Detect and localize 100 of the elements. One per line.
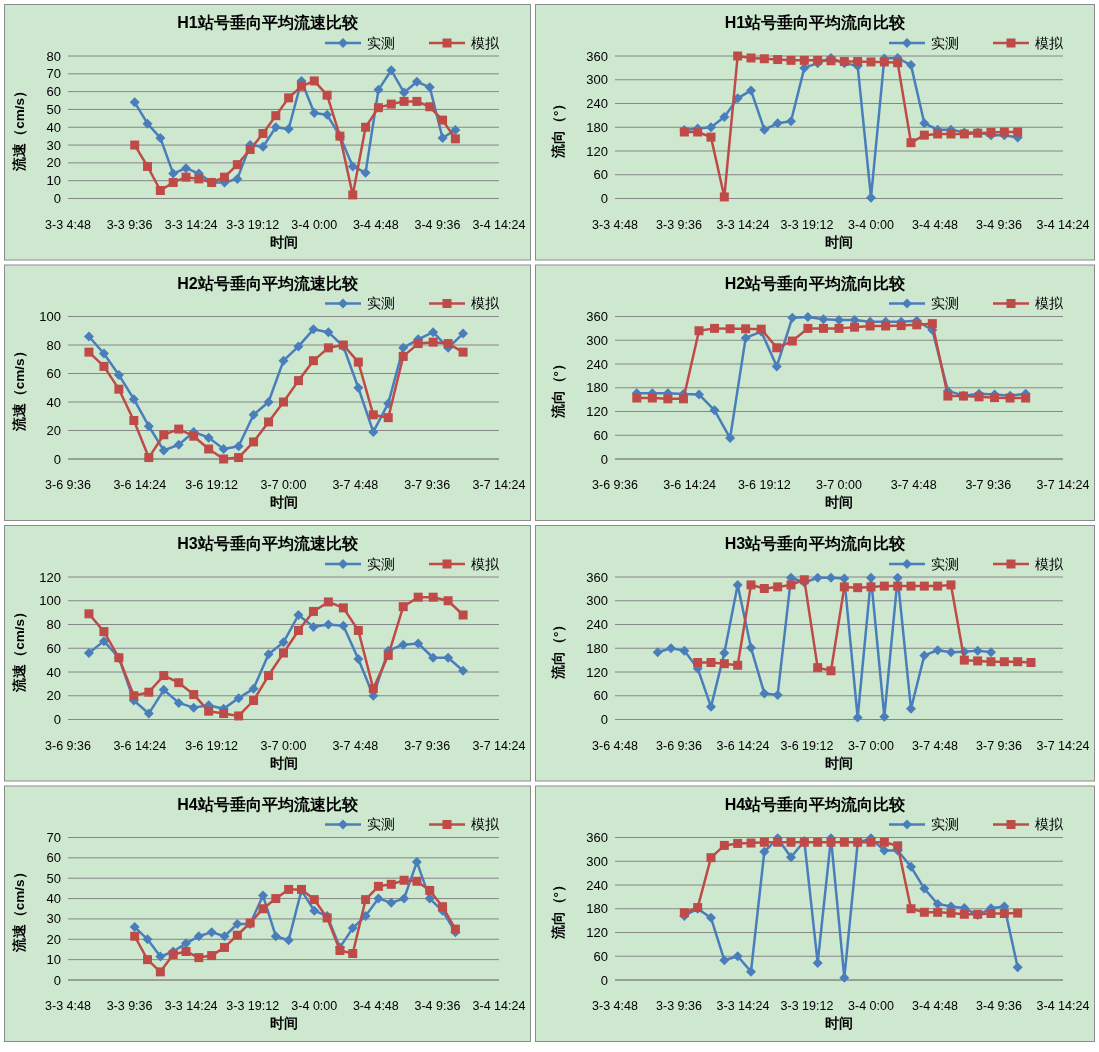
y-tick-label: 80 xyxy=(46,337,61,353)
point xyxy=(129,922,140,933)
point xyxy=(443,596,453,606)
point xyxy=(219,942,229,952)
chart-title: H4站号垂向平均流向比较 xyxy=(724,794,907,813)
point xyxy=(279,648,288,658)
point xyxy=(323,619,334,630)
point xyxy=(1013,127,1023,137)
point xyxy=(694,326,704,336)
legend-label: 模拟 xyxy=(471,555,500,572)
chart-title: H2站号垂向平均流向比较 xyxy=(724,273,907,292)
point xyxy=(232,160,242,170)
legend-label: 实测 xyxy=(931,295,959,312)
point xyxy=(143,708,154,719)
point xyxy=(128,394,139,405)
y-tick-label: 0 xyxy=(600,972,608,988)
x-axis-title: 时间 xyxy=(269,1015,298,1031)
y-axis-title: 流向（°） xyxy=(550,96,566,159)
legend-label: 实测 xyxy=(367,34,395,51)
point xyxy=(193,931,204,942)
legend-label: 模拟 xyxy=(471,34,500,51)
point xyxy=(927,319,937,329)
point xyxy=(398,602,408,612)
point xyxy=(159,430,169,440)
point xyxy=(360,167,371,178)
y-axis-title: 流向（°） xyxy=(550,878,566,941)
x-tick-label: 3-4 4:48 xyxy=(352,217,399,232)
x-tick-label: 3-6 14:24 xyxy=(663,478,717,493)
point xyxy=(271,111,281,121)
point xyxy=(850,322,860,332)
point xyxy=(373,893,384,904)
point xyxy=(158,445,169,456)
point xyxy=(759,837,769,847)
point xyxy=(278,637,289,648)
legend-label: 模拟 xyxy=(1035,555,1064,572)
x-axis-title: 时间 xyxy=(269,233,298,250)
y-tick-label: 180 xyxy=(586,380,608,396)
x-tick-label: 3-4 9:36 xyxy=(976,217,1022,232)
x-tick-label: 3-7 14:24 xyxy=(1036,478,1090,493)
point xyxy=(144,687,154,697)
y-axis-title: 流向（°） xyxy=(550,617,566,680)
point xyxy=(218,444,229,455)
x-tick-label: 3-3 9:36 xyxy=(656,999,702,1014)
point xyxy=(263,397,274,407)
y-tick-label: 180 xyxy=(586,119,608,135)
y-tick-label: 20 xyxy=(46,423,61,439)
point xyxy=(353,625,363,635)
point xyxy=(733,51,743,61)
point xyxy=(424,82,435,93)
point xyxy=(194,953,204,963)
point xyxy=(99,361,109,371)
point xyxy=(399,893,410,904)
x-tick-label: 3-3 4:48 xyxy=(45,999,91,1014)
y-axis-title: 流速（cm/s） xyxy=(11,865,27,954)
point xyxy=(155,185,165,195)
point xyxy=(458,347,468,357)
point xyxy=(853,57,863,67)
point xyxy=(155,951,166,962)
point xyxy=(1013,908,1023,918)
y-tick-label: 240 xyxy=(586,356,608,372)
point xyxy=(129,97,140,108)
point xyxy=(663,394,673,404)
x-tick-label: 3-4 14:24 xyxy=(472,999,526,1014)
point xyxy=(264,417,274,427)
point xyxy=(271,894,281,904)
point xyxy=(741,324,751,334)
x-tick-label: 3-6 19:12 xyxy=(737,478,791,493)
point xyxy=(368,410,378,420)
point xyxy=(399,96,409,106)
y-tick-label: 180 xyxy=(586,640,608,656)
y-tick-label: 10 xyxy=(46,952,61,968)
point xyxy=(428,327,439,338)
point xyxy=(323,343,333,353)
point xyxy=(248,683,259,694)
point xyxy=(368,426,379,437)
point xyxy=(786,55,796,65)
point xyxy=(373,881,383,891)
x-tick-label: 3-6 9:36 xyxy=(592,478,638,493)
point xyxy=(974,392,984,402)
point xyxy=(706,853,716,863)
x-tick-label: 3-4 14:24 xyxy=(472,217,526,232)
point xyxy=(233,441,244,452)
legend-label: 实测 xyxy=(367,816,395,833)
point xyxy=(293,341,304,352)
y-tick-label: 120 xyxy=(586,143,608,159)
point xyxy=(347,161,358,172)
point xyxy=(706,912,716,923)
point xyxy=(443,652,454,663)
x-tick-label: 3-3 4:48 xyxy=(45,217,91,232)
point xyxy=(411,856,422,867)
x-tick-label: 3-6 19:12 xyxy=(185,478,239,493)
point xyxy=(174,424,184,434)
point xyxy=(293,376,303,386)
point xyxy=(181,172,191,182)
point xyxy=(693,127,703,137)
point xyxy=(759,846,770,857)
point xyxy=(786,116,796,127)
chart-title: H2站号垂向平均流速比较 xyxy=(177,273,359,292)
point xyxy=(159,671,169,681)
point xyxy=(361,895,371,905)
